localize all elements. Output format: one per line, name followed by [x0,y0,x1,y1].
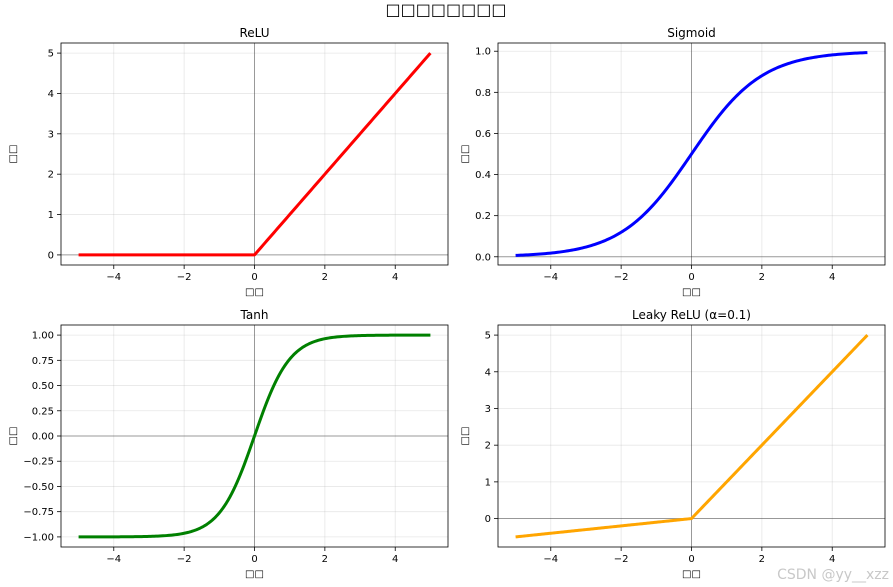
y-tick-label: 0.00 [32,432,54,443]
y-tick-label: 4 [485,367,491,378]
x-tick-label: 0 [688,272,694,283]
y-tick-label: 1.0 [475,47,491,58]
y-tick-label: 0.2 [475,211,491,222]
x-tick-label: −4 [543,554,558,565]
axes-1: −4 −2 0 2 4 0 1 2 3 4 5 ReLU □□ □□ [8,26,449,298]
series-line [515,51,868,257]
axes-container: −4 −2 0 2 4 0 1 2 3 4 5 ReLU □□ □□ −4 −2 0 2 4 0.0 0.2 0.4 0.6… [8,26,886,580]
x-tick-label: 4 [829,272,835,283]
x-tick-label: −2 [177,272,192,283]
series-line [515,334,869,539]
x-tick-label: 2 [759,554,765,565]
y-tick-label: 1 [48,210,54,221]
x-tick-label: 0 [251,272,257,283]
x-axis-label: □□ [245,287,264,298]
x-tick-label: 2 [759,272,765,283]
y-tick-label: 4 [48,89,54,100]
axes-title: Leaky ReLU (α=0.1) [632,308,751,322]
axes-2: −4 −2 0 2 4 0.0 0.2 0.4 0.6 0.8 1.0 Sigmoid □□ □□ [460,26,886,298]
y-tick-label: 0 [48,250,54,261]
x-tick-label: 2 [322,272,328,283]
axes-title: Sigmoid [667,26,716,40]
y-axis-label: □□ [8,145,19,164]
y-tick-label: 0.0 [475,252,491,263]
y-tick-label: 3 [485,404,491,415]
y-tick-label: 5 [485,331,491,342]
y-tick-label: −1.00 [23,532,54,543]
series-line [78,52,432,257]
y-tick-label: 0 [485,514,491,525]
x-tick-label: 0 [251,554,257,565]
x-tick-label: 0 [688,554,694,565]
y-axis-label: □□ [460,145,471,164]
x-axis-label: □□ [682,569,701,580]
y-tick-label: 2 [48,170,54,181]
x-tick-label: 2 [322,554,328,565]
y-tick-label: −0.50 [23,482,54,493]
figure-suptitle: □□□□□□□□ [386,0,507,19]
axes-3: −4 −2 0 2 4 −1.00 −0.75 −0.50 −0.25 0.00 0.25 0.50 0… [8,308,449,580]
x-tick-label: −2 [614,554,629,565]
x-tick-label: −4 [543,272,558,283]
y-tick-label: 0.25 [32,406,54,417]
watermark: CSDN @yy__xzz [777,567,889,583]
x-tick-label: 4 [829,554,835,565]
y-tick-label: −0.75 [23,507,54,518]
x-tick-label: −4 [106,272,121,283]
y-tick-label: 1.00 [32,331,54,342]
x-tick-label: 4 [392,272,398,283]
axes-4: −4 −2 0 2 4 0 1 2 3 4 5 Leaky ReLU (α=0.1) □□ □□ [460,308,886,580]
y-tick-label: 2 [485,441,491,452]
x-axis-label: □□ [245,569,264,580]
y-tick-label: 1 [485,477,491,488]
y-tick-label: 0.8 [475,88,491,99]
x-tick-label: −4 [106,554,121,565]
axes-title: ReLU [239,26,269,40]
y-tick-label: 5 [48,49,54,60]
y-tick-label: 0.75 [32,356,54,367]
y-axis-label: □□ [8,427,19,446]
y-tick-label: 0.50 [32,381,54,392]
y-tick-label: 0.4 [475,170,491,181]
series-line [78,333,431,539]
x-tick-label: −2 [614,272,629,283]
y-tick-label: −0.25 [23,457,54,468]
y-tick-label: 0.6 [475,129,491,140]
x-tick-label: 4 [392,554,398,565]
y-axis-label: □□ [460,427,471,446]
y-tick-label: 3 [48,129,54,140]
x-axis-label: □□ [682,287,701,298]
axes-title: Tanh [240,308,269,322]
x-tick-label: −2 [177,554,192,565]
